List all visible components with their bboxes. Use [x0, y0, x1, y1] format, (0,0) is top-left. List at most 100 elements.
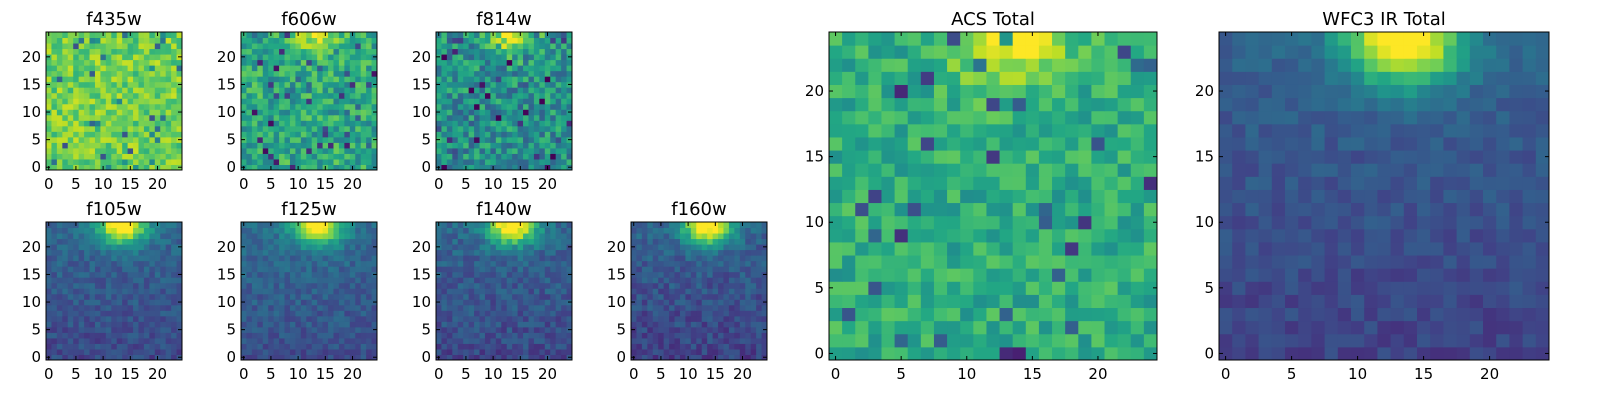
- heatmap-cell: [78, 354, 85, 361]
- heatmap-cell: [127, 332, 134, 339]
- heatmap-cell: [523, 136, 529, 143]
- heatmap-cell: [756, 310, 763, 317]
- heatmap-cell: [284, 315, 291, 322]
- heatmap-cell: [67, 32, 74, 39]
- heatmap-cell: [474, 65, 481, 72]
- heatmap-cell: [947, 268, 961, 282]
- heatmap-cell: [289, 59, 296, 66]
- heatmap-cell: [446, 65, 453, 72]
- heatmap-cell: [122, 153, 129, 160]
- heatmap-cell: [279, 266, 286, 273]
- heatmap-cell: [241, 255, 247, 262]
- heatmap-cell: [67, 227, 74, 234]
- heatmap-cell: [973, 176, 987, 190]
- heatmap-cell: [512, 222, 519, 229]
- heatmap-cell: [669, 354, 676, 361]
- heatmap-cell: [555, 120, 562, 127]
- heatmap-cell: [947, 255, 961, 269]
- heatmap-cell: [344, 136, 351, 143]
- heatmap-cell: [457, 293, 464, 300]
- heatmap-cell: [94, 260, 101, 267]
- heatmap-cell: [295, 87, 302, 94]
- heatmap-cell: [894, 307, 909, 322]
- heatmap-cell: [533, 70, 540, 77]
- heatmap-cell: [84, 131, 91, 138]
- heatmap-cell: [1091, 202, 1106, 217]
- heatmap-cell: [284, 109, 291, 116]
- heatmap-cell: [160, 238, 167, 245]
- heatmap-cell: [246, 158, 253, 165]
- heatmap-cell: [333, 277, 340, 284]
- heatmap-cell: [111, 337, 118, 344]
- heatmap-cell: [647, 293, 654, 300]
- heatmap-cell: [366, 255, 373, 262]
- heatmap-cell: [490, 153, 497, 160]
- heatmap-cell: [127, 249, 134, 256]
- heatmap-cell: [62, 59, 69, 66]
- heatmap-cell: [728, 277, 735, 284]
- heatmap-cell: [67, 92, 74, 99]
- heatmap-cell: [349, 337, 356, 344]
- heatmap-cell: [523, 266, 529, 273]
- heatmap-cell: [734, 293, 741, 300]
- heatmap-cell: [484, 92, 491, 99]
- heatmap-cell: [279, 70, 286, 77]
- heatmap-cell: [723, 337, 730, 344]
- heatmap-cell: [273, 288, 280, 295]
- heatmap-cell: [739, 310, 746, 317]
- heatmap-cell: [999, 163, 1014, 177]
- heatmap-cell: [105, 131, 112, 138]
- heatmap-cell: [647, 249, 654, 256]
- heatmap-cell: [127, 288, 134, 295]
- heatmap-cell: [933, 307, 948, 322]
- heatmap-cell: [544, 59, 551, 66]
- heatmap-cell: [512, 32, 519, 39]
- heatmap-cell: [241, 238, 247, 245]
- heatmap-cell: [636, 354, 643, 361]
- heatmap-cell: [528, 337, 535, 344]
- heatmap-cell: [366, 282, 373, 289]
- heatmap-cell: [696, 255, 703, 262]
- heatmap-cell: [306, 114, 313, 121]
- heatmap-cell: [894, 320, 909, 335]
- heatmap-cell: [138, 147, 145, 154]
- heatmap-cell: [171, 43, 178, 50]
- heatmap-cell: [528, 43, 535, 50]
- heatmap-cell: [495, 70, 502, 77]
- heatmap-cell: [84, 332, 91, 339]
- heatmap-cell: [94, 37, 101, 44]
- heatmap-cell: [441, 142, 448, 149]
- heatmap-cell: [490, 65, 497, 72]
- heatmap-cell: [333, 98, 340, 105]
- heatmap-cell: [868, 281, 882, 295]
- heatmap-cell: [56, 321, 63, 328]
- heatmap-cell: [306, 54, 313, 61]
- heatmap-cell: [973, 320, 987, 335]
- heatmap-cell: [67, 321, 74, 328]
- heatmap-cell: [490, 277, 497, 284]
- heatmap-cell: [143, 87, 150, 94]
- heatmap-cell: [62, 337, 69, 344]
- heatmap-cell: [246, 348, 253, 355]
- heatmap-cell: [344, 304, 351, 311]
- heatmap-cell: [338, 348, 345, 355]
- heatmap-cell: [360, 65, 367, 72]
- heatmap-cell: [468, 109, 475, 116]
- heatmap-cell: [46, 332, 52, 339]
- heatmap-cell: [105, 238, 112, 245]
- heatmap-cell: [241, 249, 247, 256]
- heatmap-cell: [116, 158, 123, 165]
- y-tick-label: 15: [412, 75, 431, 93]
- heatmap-cell: [111, 153, 118, 160]
- heatmap-cell: [73, 293, 80, 300]
- heatmap-cell: [322, 87, 329, 94]
- heatmap-cell: [1012, 320, 1027, 335]
- heatmap-cell: [452, 233, 459, 240]
- heatmap-cell: [647, 277, 654, 284]
- heatmap-cell: [544, 81, 551, 88]
- y-tick-label: 0: [616, 348, 626, 366]
- heatmap-cell: [484, 260, 491, 267]
- heatmap-cell: [344, 238, 351, 245]
- heatmap-cell: [322, 277, 329, 284]
- heatmap-cell: [100, 277, 107, 284]
